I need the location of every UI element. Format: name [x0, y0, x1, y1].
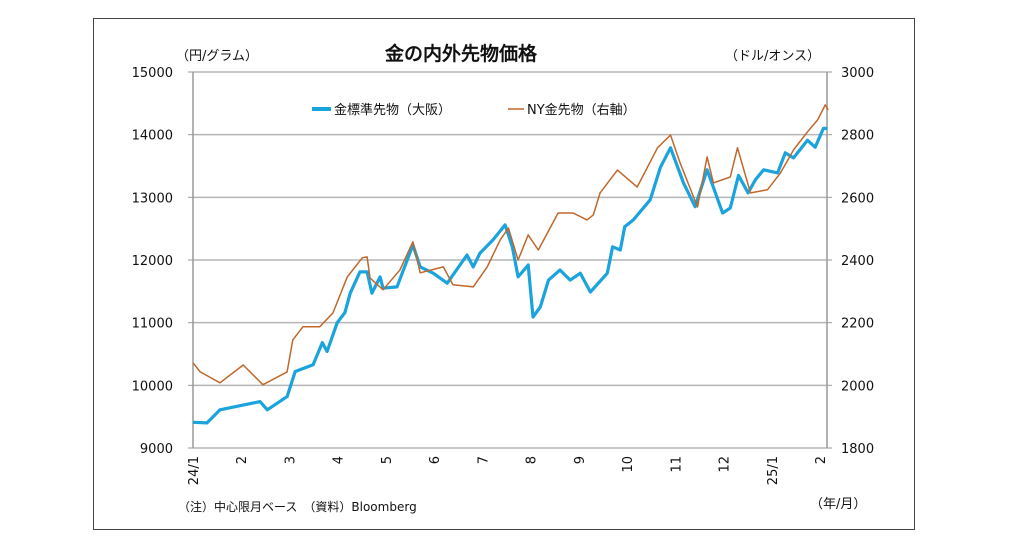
right-tick-label: 3000: [841, 66, 874, 81]
source-note: （注）中心限月ベース （資料）Bloomberg: [178, 499, 417, 514]
x-tick-label: 8: [525, 456, 540, 464]
left-tick-label: 14000: [132, 129, 173, 144]
x-tick-label: 3: [283, 456, 298, 464]
left-tick-label: 15000: [132, 66, 173, 81]
chart-title: 金の内外先物価格: [384, 42, 538, 65]
left-tick-label: 13000: [132, 191, 173, 206]
x-tick-label: 25/1: [766, 456, 781, 485]
x-tick-label: 5: [380, 456, 395, 464]
right-axis-unit: （ドル/オンス）: [725, 49, 820, 64]
series-line-osaka-gold: [192, 126, 828, 425]
x-tick-label: 2: [814, 456, 829, 464]
left-axis-unit: （円/グラム）: [176, 49, 258, 64]
legend-label-ny: NY金先物（右軸）: [527, 102, 636, 118]
right-tick-label: 2600: [841, 191, 874, 206]
x-tick-label: 11: [669, 456, 684, 473]
right-tick-label: 2200: [841, 317, 874, 332]
left-tick-label: 10000: [132, 379, 173, 394]
left-tick-label: 11000: [132, 317, 173, 332]
x-axis-unit: （年/月）: [810, 497, 866, 512]
series-line-ny-gold: [192, 104, 829, 386]
right-tick-label: 2400: [841, 254, 874, 269]
right-tick-label: 2000: [841, 379, 874, 394]
right-tick-label: 1800: [841, 442, 874, 457]
x-tick-label: 10: [621, 456, 636, 473]
x-tick-label: 6: [428, 456, 443, 464]
right-tick-label: 2800: [841, 129, 874, 144]
left-tick-label: 12000: [132, 254, 173, 269]
x-tick-label: 12: [718, 456, 733, 473]
left-tick-label: 9000: [140, 442, 173, 457]
x-tick-label: 9: [573, 456, 588, 464]
x-tick-label: 24/1: [187, 456, 202, 485]
chart-frame: [93, 18, 915, 530]
legend-label-osaka: 金標準先物（大阪）: [334, 102, 451, 118]
x-tick-label: 4: [332, 456, 347, 464]
x-tick-label: 2: [235, 456, 250, 464]
legend: 金標準先物（大阪） NY金先物（右軸）: [312, 102, 636, 118]
x-tick-label: 7: [476, 456, 491, 464]
